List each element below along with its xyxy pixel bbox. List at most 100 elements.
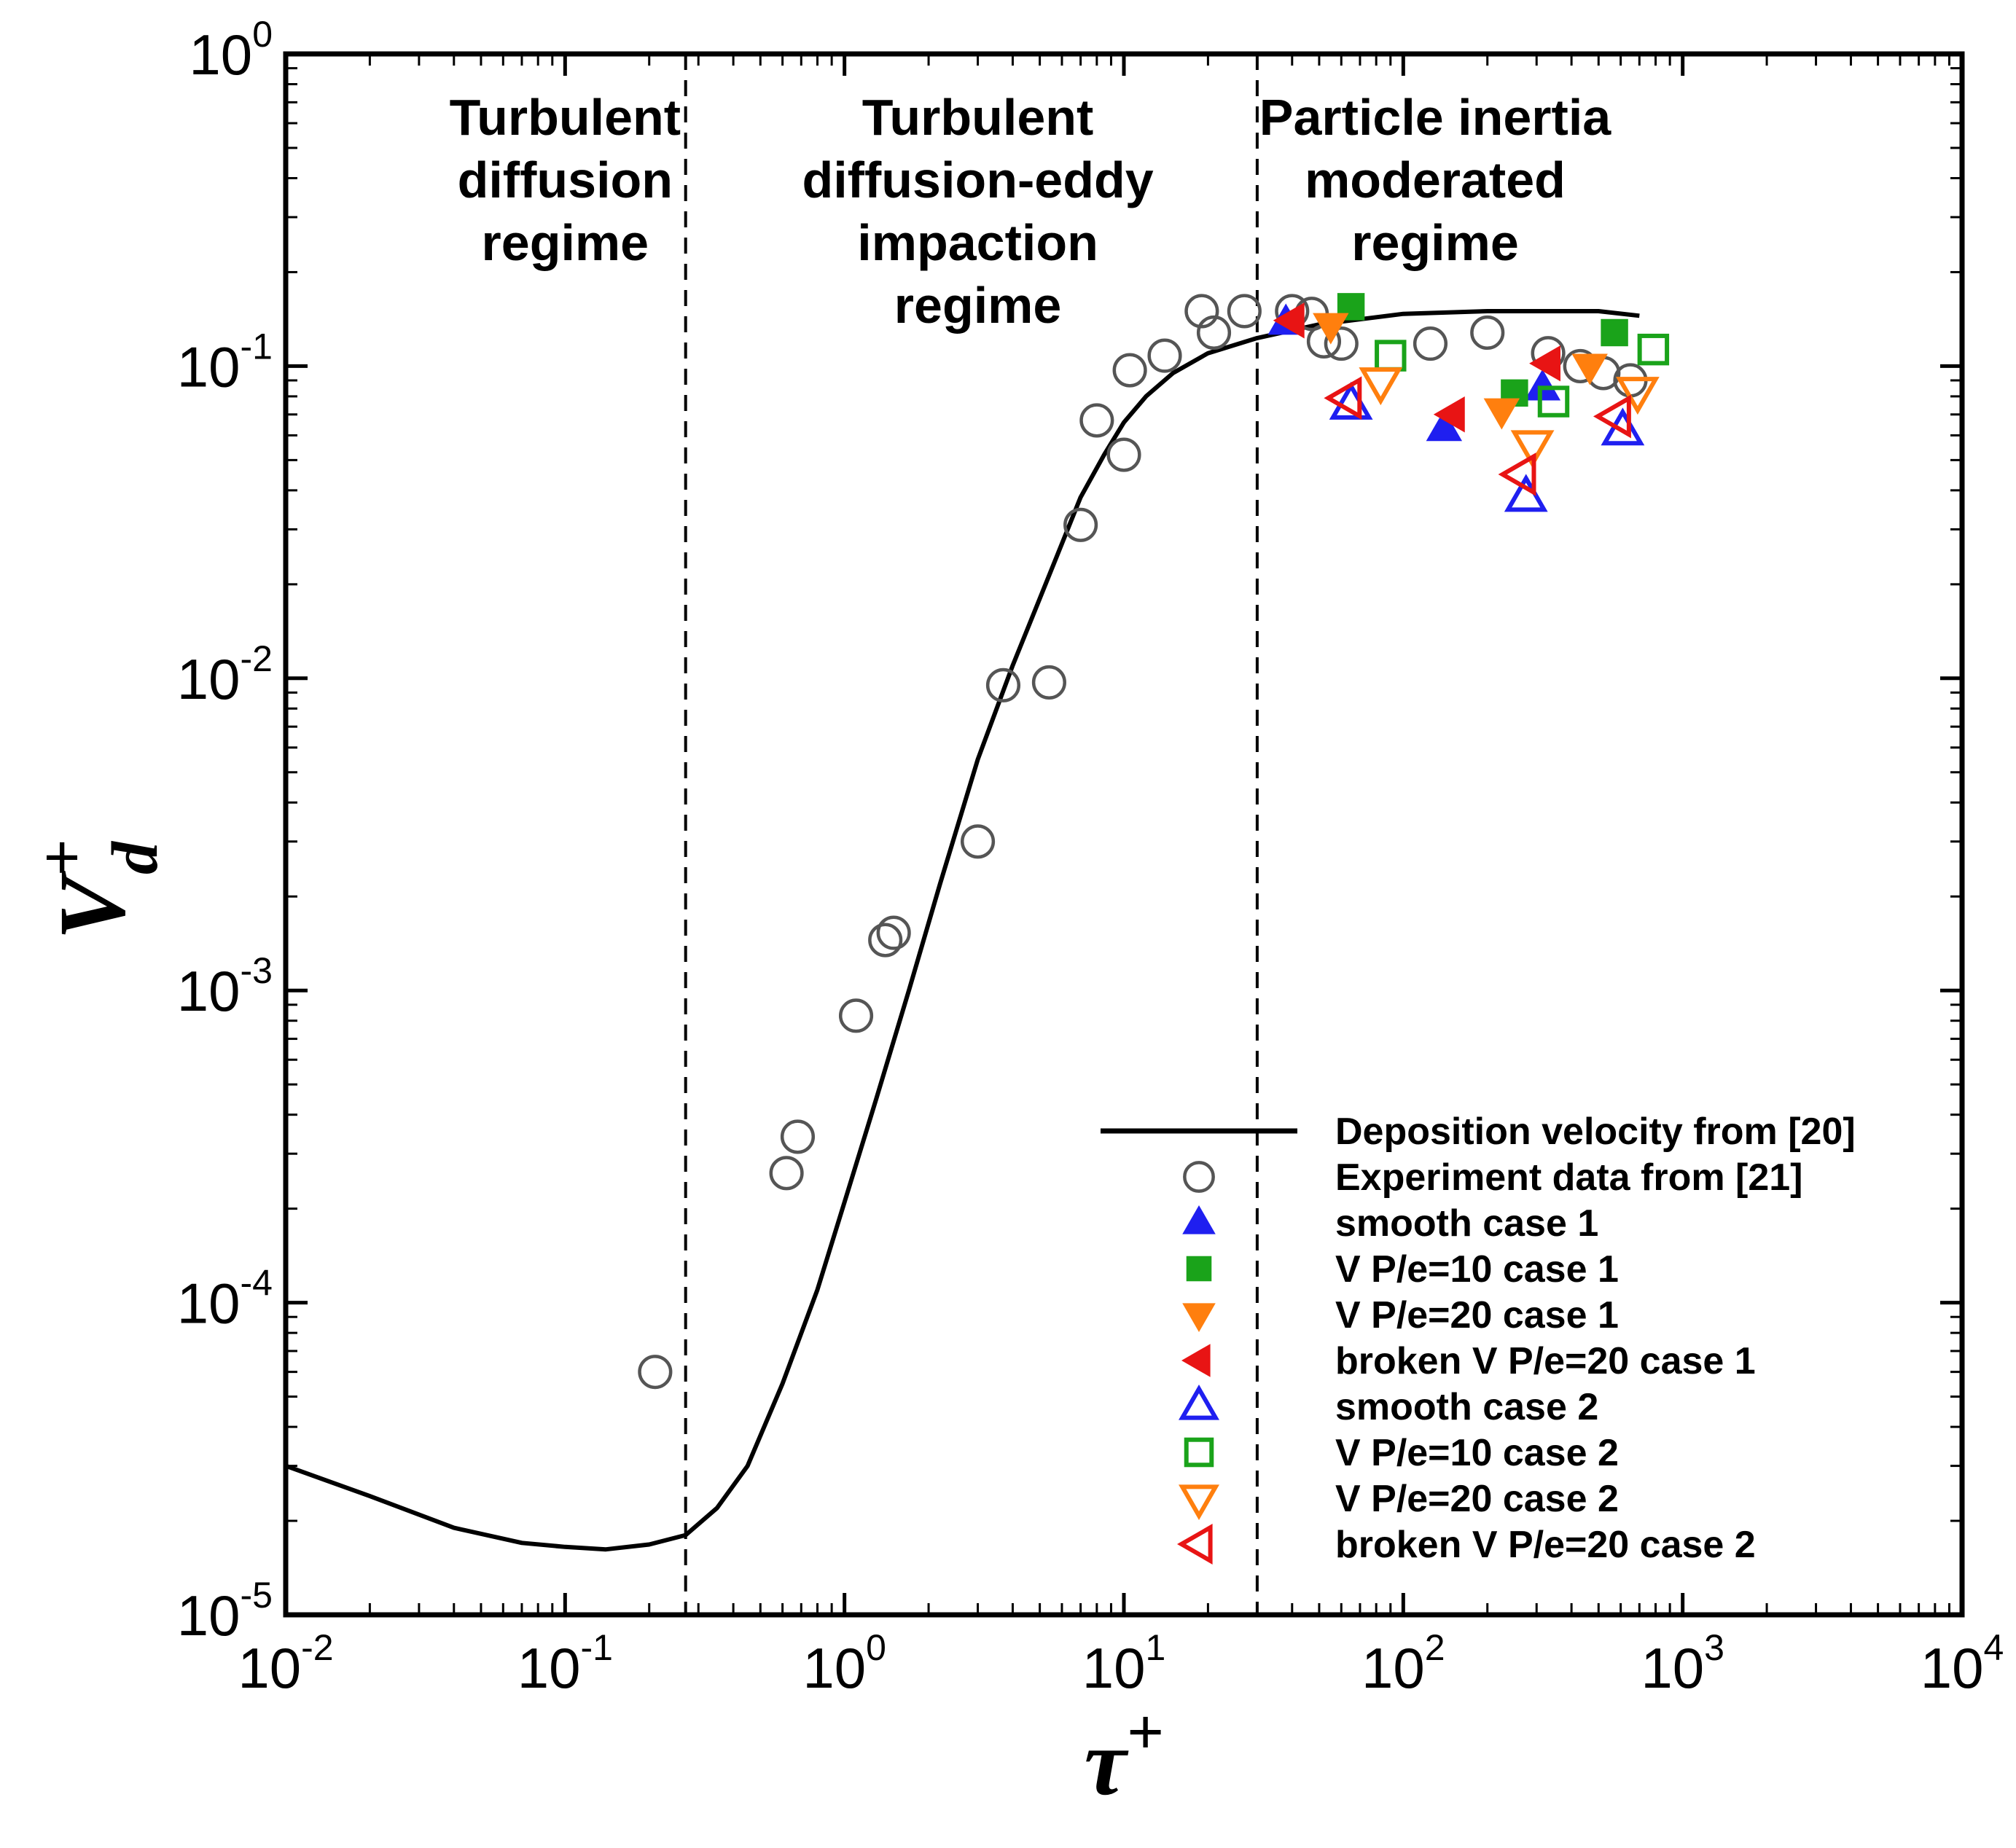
x-tick-label: 104 [1921,1627,2004,1700]
regime-label-line: diffusion-eddy [802,152,1153,208]
tick-marks [284,52,1964,1617]
y-tick-label: 10-4 [177,1263,273,1336]
x-tick-exponent: -2 [301,1627,333,1668]
x-tick-base: 10 [1921,1636,1984,1700]
data-point-triangle [1182,1205,1216,1234]
x-tick-base: 10 [517,1636,581,1700]
data-point-triangle [1593,394,1631,439]
data-point-circle [838,998,874,1033]
legend-label: smooth case 2 [1335,1386,1598,1428]
legend: Deposition velocity from [20]Experiment … [1101,1111,1856,1566]
data-point-triangle [1433,396,1465,433]
x-axis-title-main: τ [1085,1710,1129,1815]
x-tick-exponent: -1 [580,1627,612,1668]
legend-label: Experiment data from [21] [1335,1156,1803,1199]
data-point-triangle [1483,398,1520,430]
x-tick-label: 103 [1641,1627,1724,1700]
data-point-circle [1227,294,1262,329]
data-point-triangle [1426,410,1463,442]
y-tick-exponent: -1 [241,326,273,367]
data-point-circle [780,1119,816,1154]
y-axis-title: V+d [26,839,171,940]
data-point-square [1601,318,1628,347]
data-point-circle [638,1355,673,1390]
data-point-triangle [1324,376,1362,420]
legend-label: V P/e=10 case 2 [1335,1432,1619,1474]
y-tick-base: 10 [177,1583,241,1648]
y-axis-title-main: V [40,870,145,940]
y-tick-base: 10 [177,334,241,399]
regime-label: Turbulent diffusion regime [450,89,681,271]
y-tick-exponent: -2 [241,638,273,679]
data-point-square [1186,1256,1212,1282]
y-tick-label: 10-1 [177,326,273,399]
y-tick-exponent: -4 [241,1263,273,1304]
data-point-circle [1031,665,1066,700]
data-point-square [1637,333,1670,366]
data-point-triangle [1176,1524,1213,1565]
x-tick-label: 10-2 [238,1627,333,1700]
axis-titles: τ+ V+d [26,839,1164,1815]
legend-label: smooth case 1 [1335,1202,1598,1245]
legend-label: V P/e=20 case 2 [1335,1478,1619,1520]
data-point-triangle [1313,313,1349,345]
regime-label-line: Turbulent [450,89,681,146]
data-point-triangle [1524,369,1561,401]
regime-label: Turbulent diffusion-eddy impaction regime [802,89,1153,334]
data-point-triangle [1616,377,1660,415]
data-point-circle [868,923,903,958]
data-point-circle [960,824,996,859]
data-point-circle [1183,1161,1215,1193]
x-axis-title: τ+ [1085,1696,1164,1815]
x-tick-base: 10 [1082,1636,1146,1700]
x-axis-title-sup: + [1126,1696,1163,1769]
y-tick-base: 10 [177,647,241,711]
x-tick-base: 10 [1361,1636,1425,1700]
regime-label: Particle inertia moderated regime [1259,89,1612,271]
data-point-triangle [1181,1344,1211,1377]
y-tick-label: 10-2 [177,638,273,711]
regime-boundaries [684,54,1259,1615]
y-tick-label: 10-5 [177,1575,273,1648]
legend-label: V P/e=10 case 1 [1335,1248,1619,1291]
y-axis-title-sup: + [26,839,98,877]
x-tick-label: 101 [1082,1627,1166,1700]
data-point-triangle [1510,430,1555,469]
regime-label-line: diffusion [458,152,673,208]
legend-label: Deposition velocity from [20] [1335,1111,1856,1153]
x-tick-base: 10 [802,1636,866,1700]
data-point-circle [1413,326,1448,361]
y-tick-exponent: -5 [241,1575,273,1616]
data-point-triangle [1273,302,1305,339]
data-point-triangle [1571,353,1608,385]
data-point-circle [1063,507,1098,542]
data-point-square [1184,1437,1214,1468]
data-point-circle [1112,353,1147,388]
data-point-triangle [1182,1303,1216,1332]
x-tick-labels: 10-2 10-1 100 101 102 103 104 [238,1627,2004,1700]
y-tick-base: 10 [189,23,252,87]
regime-label-line: Turbulent [862,89,1094,146]
regime-labels: Turbulent diffusion regime Turbulent diffusi… [450,89,1612,334]
x-tick-label: 10-1 [517,1627,613,1700]
regime-label-line: Particle inertia [1259,89,1612,146]
data-point-triangle [1179,1384,1219,1420]
x-tick-base: 10 [238,1636,301,1700]
x-tick-label: 102 [1361,1627,1445,1700]
y-tick-label: 10-3 [177,950,273,1023]
data-point-circle [1470,315,1505,351]
regime-label-line: moderated [1305,152,1566,208]
data-point-circle [985,667,1021,702]
y-axis-title-sub: d [99,840,171,874]
data-point-triangle [1529,345,1560,382]
regime-label-line: regime [482,214,649,271]
regime-label-line: regime [1351,214,1519,271]
data-point-circle [1196,315,1232,351]
data-point-triangle [1498,453,1536,496]
data-point-circle [1147,338,1182,373]
x-tick-exponent: 2 [1425,1627,1445,1668]
x-tick-exponent: 4 [1983,1627,2004,1668]
x-tick-label: 100 [802,1627,886,1700]
